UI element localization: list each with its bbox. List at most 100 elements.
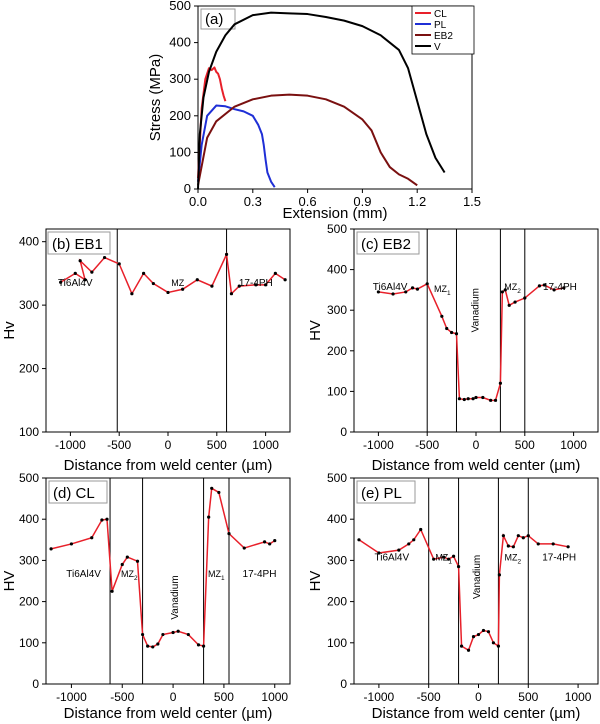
hardness-point bbox=[481, 628, 486, 633]
hardness-point bbox=[481, 395, 485, 400]
hardness-point bbox=[471, 635, 476, 639]
hardness-point bbox=[90, 270, 94, 274]
x-axis-label: Distance from weld center (µm) bbox=[64, 457, 273, 474]
x-tick-label: 0.6 bbox=[299, 194, 317, 209]
hardness-point bbox=[457, 397, 462, 401]
hardness-point bbox=[526, 534, 530, 538]
y-tick-label: 500 bbox=[169, 0, 191, 13]
y-tick-label: 300 bbox=[19, 553, 39, 567]
panel-label-box bbox=[356, 480, 416, 504]
zone-label: Vanadium bbox=[170, 575, 181, 619]
hardness-point bbox=[161, 632, 165, 637]
hardness-point bbox=[493, 398, 498, 402]
x-tick-label: -500 bbox=[110, 690, 134, 704]
hardness-point bbox=[496, 644, 501, 648]
y-tick-label: 100 bbox=[327, 636, 347, 650]
hardness-line bbox=[358, 527, 569, 652]
hardness-point bbox=[201, 644, 206, 648]
hardness-point bbox=[537, 284, 542, 288]
hardness-point bbox=[210, 486, 214, 490]
hardness-point bbox=[224, 252, 229, 256]
hardness-point bbox=[566, 545, 570, 549]
hardness-point bbox=[432, 557, 436, 561]
x-tick-label: 500 bbox=[207, 438, 227, 452]
hardness-point bbox=[156, 642, 160, 646]
hardness-point bbox=[501, 534, 505, 538]
plot-frame bbox=[45, 228, 291, 433]
hardness-point bbox=[466, 648, 471, 652]
chart-panel: -1000 -500 0 500 10000100200300400500Distanc… bbox=[1, 471, 291, 722]
hardness-point bbox=[456, 564, 461, 569]
hardness-point bbox=[415, 287, 420, 291]
hardness-point bbox=[511, 545, 515, 549]
hardness-point bbox=[130, 292, 134, 296]
hardness-point bbox=[135, 559, 140, 563]
x-tick-label: 1000 bbox=[565, 690, 592, 704]
series-line-eb2 bbox=[197, 93, 418, 187]
legend-label: PL bbox=[434, 20, 447, 31]
hardness-point bbox=[140, 632, 145, 637]
hardness-point bbox=[100, 518, 104, 522]
zone-label: MZ2 bbox=[505, 552, 522, 565]
hardness-point bbox=[451, 554, 456, 558]
hardness-point bbox=[207, 515, 211, 519]
hardness-point bbox=[237, 284, 241, 288]
x-tick-label: -1000 bbox=[363, 438, 394, 452]
series-line-pl bbox=[197, 104, 276, 188]
hardness-point bbox=[412, 538, 416, 542]
hardness-point bbox=[171, 630, 175, 635]
zone-label: MZ1 bbox=[208, 569, 225, 582]
hardness-point bbox=[229, 292, 234, 296]
legend-label: V bbox=[434, 42, 441, 53]
y-tick-label: 100 bbox=[169, 144, 191, 159]
hardness-point bbox=[196, 643, 201, 647]
hardness-point bbox=[146, 644, 150, 648]
hardness-point bbox=[476, 632, 481, 637]
hardness-point bbox=[59, 280, 63, 284]
panel-label-box bbox=[200, 8, 236, 30]
hardness-line bbox=[50, 487, 276, 648]
hardness-point bbox=[227, 532, 231, 536]
hardness-point bbox=[102, 255, 107, 260]
x-tick-label: 0.9 bbox=[353, 194, 371, 209]
y-tick-label: 400 bbox=[327, 512, 347, 526]
hardness-point bbox=[262, 540, 267, 544]
zone-label: MZ1 bbox=[434, 284, 451, 297]
chart-panel: -1000 -500 0 500 10000100200300400500Distanc… bbox=[307, 222, 599, 474]
y-tick-label: 300 bbox=[19, 298, 39, 312]
zone-label: Vanadium bbox=[470, 288, 481, 332]
hardness-point bbox=[536, 542, 540, 546]
plot-frame bbox=[353, 477, 599, 685]
hardness-point bbox=[73, 271, 77, 276]
hardness-point bbox=[404, 290, 408, 294]
panel-label: (b) EB1 bbox=[52, 236, 103, 253]
x-tick-label: 1000 bbox=[261, 690, 288, 704]
hardness-point bbox=[105, 517, 109, 521]
hardness-point bbox=[142, 271, 146, 276]
x-tick-label: -1000 bbox=[364, 690, 395, 704]
hardness-point bbox=[49, 547, 53, 551]
hardness-point bbox=[117, 262, 121, 266]
x-axis-label: Distance from weld center (µm) bbox=[372, 457, 581, 474]
panel-label: (d) CL bbox=[53, 485, 95, 502]
hardness-point bbox=[489, 398, 493, 402]
hardness-point bbox=[195, 278, 199, 282]
x-tick-label: 1000 bbox=[560, 438, 587, 452]
x-tick-label: 1.2 bbox=[408, 194, 426, 209]
hardness-point bbox=[217, 490, 221, 495]
zone-label: MZ2 bbox=[504, 282, 521, 295]
series-line-v bbox=[197, 11, 446, 190]
chart-panel: -1000 -500 0 500 10000100200300400500Distanc… bbox=[307, 471, 599, 722]
zone-label: Vanadium bbox=[472, 555, 483, 599]
hardness-point bbox=[78, 259, 82, 263]
y-tick-label: 0 bbox=[340, 677, 347, 691]
hardness-point bbox=[176, 629, 180, 633]
hardness-point bbox=[462, 397, 466, 402]
y-tick-label: 200 bbox=[169, 108, 191, 123]
y-tick-label: 400 bbox=[19, 235, 39, 249]
panel-label-box bbox=[47, 231, 111, 255]
y-tick-label: 100 bbox=[327, 384, 347, 398]
hardness-point bbox=[69, 542, 74, 546]
y-tick-label: 500 bbox=[327, 222, 347, 236]
